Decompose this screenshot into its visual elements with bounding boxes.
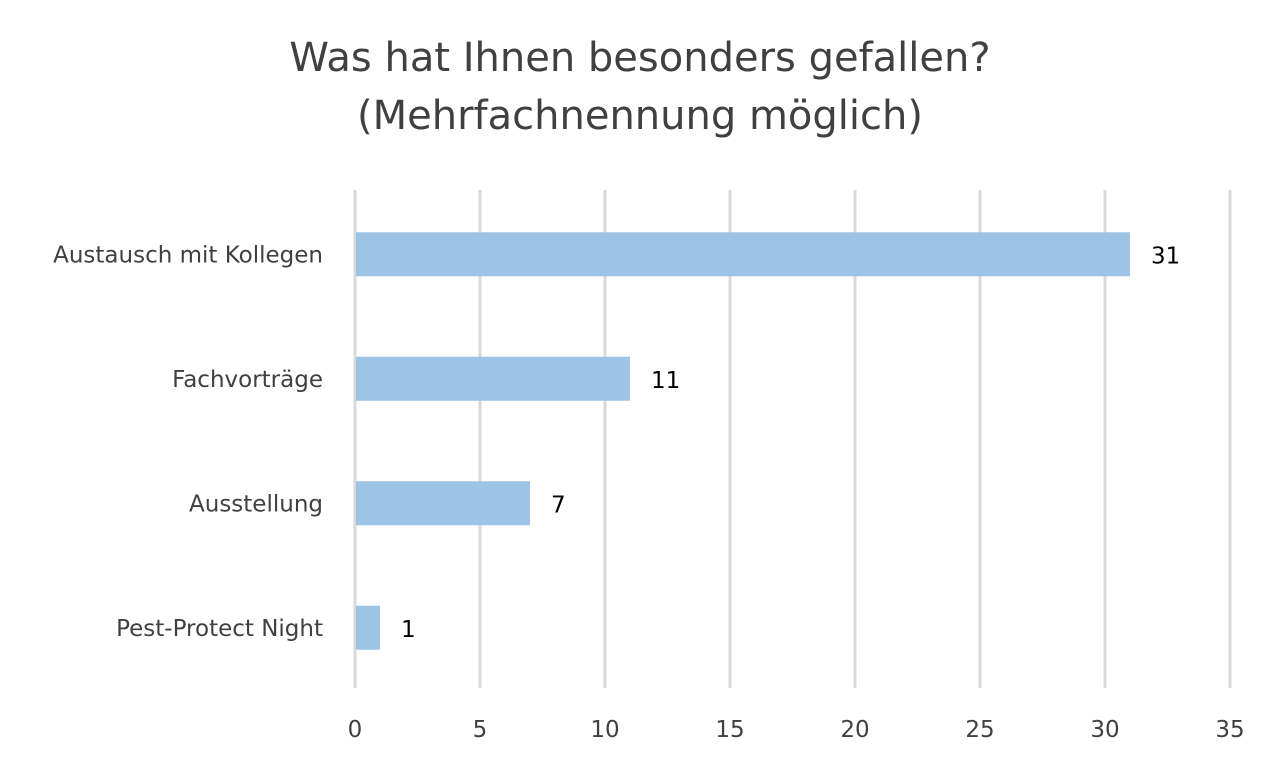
category-label: Fachvorträge — [172, 367, 323, 393]
x-tick-label: 20 — [840, 717, 869, 743]
data-label: 11 — [651, 368, 680, 394]
x-tick-label: 15 — [715, 717, 744, 743]
x-tick-label: 30 — [1090, 717, 1119, 743]
data-label: 1 — [401, 617, 416, 643]
bar — [356, 481, 530, 526]
chart-title-line-1: Was hat Ihnen besonders gefallen? — [289, 35, 991, 81]
data-label: 7 — [551, 492, 566, 518]
bar — [356, 356, 630, 401]
data-label: 31 — [1151, 243, 1180, 269]
x-tick-label: 35 — [1215, 717, 1244, 743]
category-label: Ausstellung — [189, 491, 323, 517]
x-tick-label: 25 — [965, 717, 994, 743]
bar — [356, 232, 1130, 277]
chart-title-line-2: (Mehrfachnennung möglich) — [357, 93, 923, 139]
x-tick-label: 5 — [473, 717, 488, 743]
x-tick-label: 10 — [590, 717, 619, 743]
x-tick-label: 0 — [348, 717, 363, 743]
bar — [356, 605, 380, 650]
category-label: Pest-Protect Night — [116, 616, 323, 642]
category-label: Austausch mit Kollegen — [53, 242, 323, 268]
